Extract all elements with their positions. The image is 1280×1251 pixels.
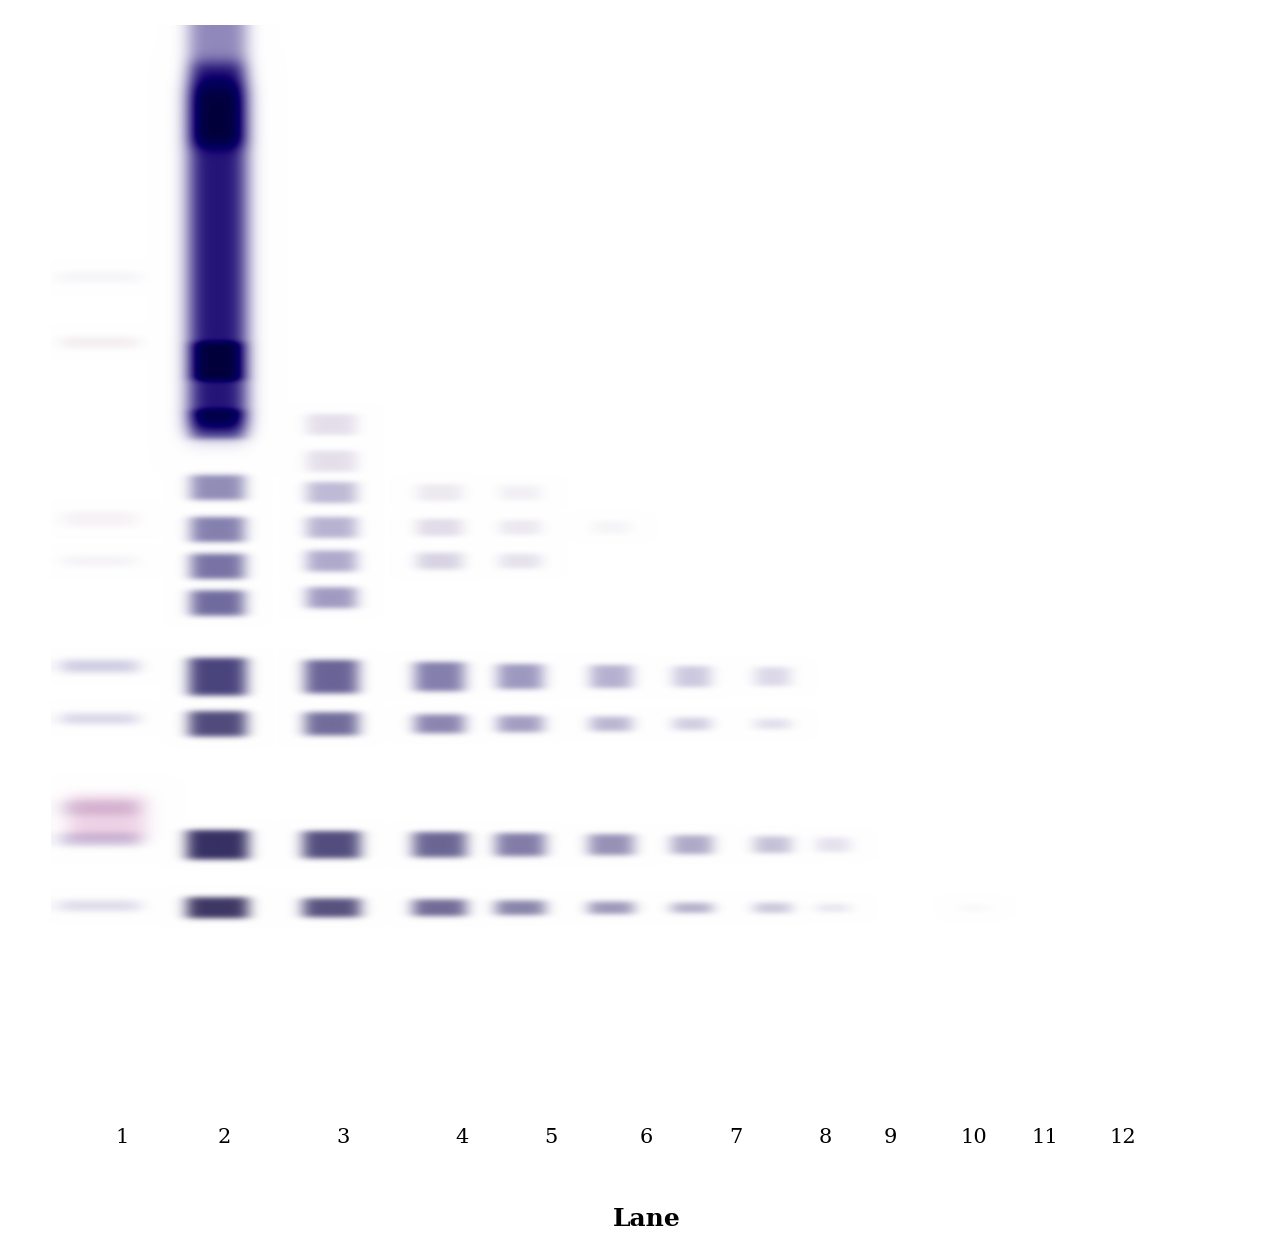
Text: 9: 9 xyxy=(883,1127,897,1147)
Text: 7: 7 xyxy=(730,1127,742,1147)
Text: 5: 5 xyxy=(544,1127,558,1147)
Text: 11: 11 xyxy=(1032,1127,1059,1147)
Text: 1: 1 xyxy=(116,1127,129,1147)
Text: 12: 12 xyxy=(1110,1127,1135,1147)
Text: 3: 3 xyxy=(337,1127,349,1147)
Text: 10: 10 xyxy=(960,1127,987,1147)
Text: Lane: Lane xyxy=(612,1207,681,1231)
Text: 8: 8 xyxy=(818,1127,832,1147)
Text: 2: 2 xyxy=(218,1127,230,1147)
Text: 4: 4 xyxy=(456,1127,468,1147)
Text: 6: 6 xyxy=(640,1127,653,1147)
